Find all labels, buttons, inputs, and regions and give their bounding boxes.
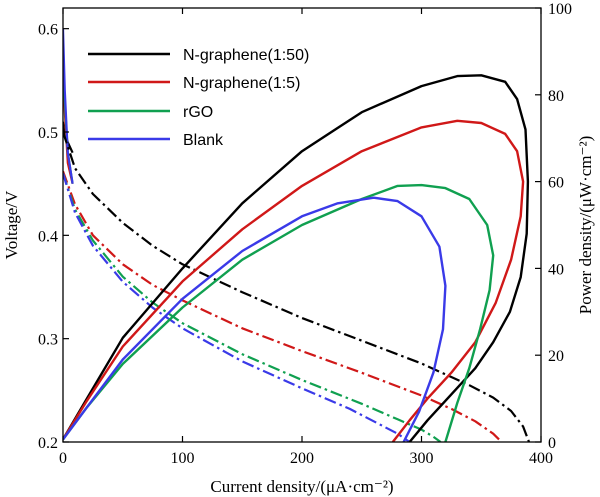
y-right-tick-label: 80: [548, 88, 564, 105]
y-right-tick-label: 100: [548, 1, 572, 18]
power-curve-n-graphene-1-5: [63, 119, 525, 442]
ocv-spike-blank: [63, 28, 74, 184]
y-left-tick-label: 0.2: [38, 435, 58, 452]
y-axis-right-title: Power density/(μW·cm⁻²): [576, 136, 595, 315]
y-left-tick-label: 0.3: [38, 332, 58, 349]
y-right-tick-label: 40: [548, 261, 564, 278]
power-curve-rgo: [63, 183, 495, 442]
x-tick-label: 100: [171, 450, 195, 467]
y-left-tick-label: 0.4: [38, 228, 58, 245]
x-axis-title: Current density/(μA·cm⁻²): [210, 477, 393, 496]
ticks-layer: 0 100 200 300 400 0.2 0.3 0.4 0.5 0.6 0 20 40 60 80 100: [38, 1, 572, 467]
x-tick-label: 300: [410, 450, 434, 467]
power-curve-blank: [63, 196, 447, 442]
power-curve-n-graphene-1-50: [63, 74, 530, 442]
y-right-tick-label: 60: [548, 175, 564, 192]
x-tick-label: 200: [290, 450, 314, 467]
y-left-tick-label: 0.5: [38, 125, 58, 142]
series-layer: [63, 28, 531, 442]
y-left-tick-label: 0.6: [38, 22, 58, 39]
polarization-curve-blank: [63, 172, 411, 442]
polarization-curve-n-graphene-1-5: [63, 170, 503, 442]
y-axis-left-title: Voltage/V: [2, 190, 21, 259]
x-tick-label: 400: [529, 450, 553, 467]
legend-label-n-graphene-1-5: N-graphene(1:5): [183, 75, 300, 92]
legend-label-n-graphene-1-50: N-graphene(1:50): [183, 47, 309, 64]
legend-label-rgo: rGO: [183, 104, 213, 121]
y-right-tick-label: 20: [548, 348, 564, 365]
x-tick-label: 0: [59, 450, 67, 467]
polarization-curve-rgo: [63, 172, 442, 442]
y-right-tick-label: 0: [548, 435, 556, 452]
legend: N-graphene(1:50) N-graphene(1:5) rGO Bla…: [88, 47, 309, 149]
legend-label-blank: Blank: [183, 132, 224, 149]
